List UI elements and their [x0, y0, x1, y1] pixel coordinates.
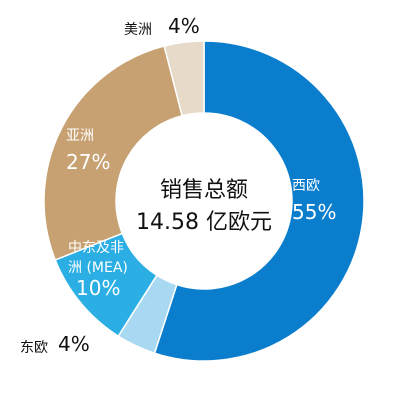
- segment-name: 东欧: [20, 340, 48, 356]
- value-label: 4%: [58, 332, 90, 356]
- donut-segment: [163, 40, 205, 117]
- value-label: 55%: [292, 200, 337, 224]
- value-label: 27%: [66, 150, 111, 174]
- segment-name: 美洲: [124, 22, 152, 38]
- segment-name: 亚洲: [66, 128, 94, 144]
- value-label: 10%: [76, 276, 121, 300]
- donut-segment: [43, 45, 184, 261]
- center-subtitle: 14.58 亿欧元: [136, 210, 272, 235]
- segment-name: 中东及非 洲 (MEA): [68, 240, 128, 276]
- segment-name: 西欧: [292, 178, 320, 194]
- center-title: 销售总额: [159, 178, 248, 203]
- value-label: 4%: [168, 14, 200, 38]
- donut-segment: [153, 40, 365, 362]
